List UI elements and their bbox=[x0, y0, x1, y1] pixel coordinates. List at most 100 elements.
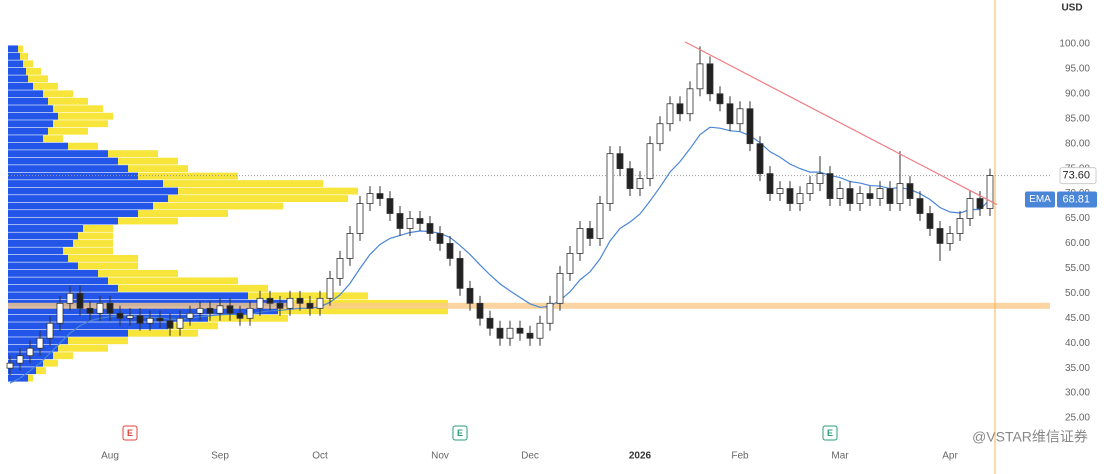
currency: USD bbox=[1061, 3, 1082, 14]
candle-body bbox=[16, 355, 24, 364]
volume-yellow bbox=[118, 217, 178, 225]
watermark: @VSTAR维信证券 bbox=[972, 429, 1088, 445]
volume-blue bbox=[8, 187, 178, 195]
candle-body bbox=[366, 193, 374, 204]
candle-body bbox=[536, 322, 544, 339]
y-tick-label: 45.00 bbox=[1065, 313, 1090, 324]
candle-body bbox=[446, 243, 454, 259]
volume-yellow bbox=[248, 292, 368, 300]
y-tick-label: 85.00 bbox=[1065, 113, 1090, 124]
volume-blue bbox=[8, 322, 168, 330]
candle-body bbox=[636, 178, 644, 189]
candle-body bbox=[736, 108, 744, 125]
y-tick-label: 65.00 bbox=[1065, 213, 1090, 224]
volume-blue bbox=[8, 142, 68, 150]
volume-blue bbox=[8, 67, 26, 75]
candle-body bbox=[626, 168, 634, 189]
candle-body bbox=[266, 297, 274, 304]
plot bbox=[6, 41, 1050, 384]
volume-yellow bbox=[58, 344, 108, 352]
candle-body bbox=[306, 302, 314, 309]
volume-yellow bbox=[58, 112, 113, 120]
volume-yellow bbox=[20, 52, 28, 60]
candle-body bbox=[756, 143, 764, 175]
candle-body bbox=[496, 327, 504, 339]
volume-yellow bbox=[43, 135, 63, 143]
candle-body bbox=[76, 292, 84, 309]
candle-body bbox=[376, 193, 384, 199]
candle-body bbox=[946, 233, 954, 244]
candle-body bbox=[86, 307, 94, 314]
x-tick-label: Oct bbox=[312, 451, 328, 462]
y-tick-label: 80.00 bbox=[1065, 138, 1090, 149]
candle-body bbox=[6, 362, 14, 369]
candle-body bbox=[486, 317, 494, 329]
candle-body bbox=[166, 320, 174, 329]
volume-yellow bbox=[168, 195, 348, 202]
candle-body bbox=[966, 198, 974, 219]
volume-blue bbox=[8, 374, 28, 382]
ema-tag-name-label: EMA bbox=[1029, 194, 1051, 205]
volume-blue bbox=[8, 135, 43, 143]
y-tick-label: 90.00 bbox=[1065, 88, 1090, 99]
y-tick-label: 50.00 bbox=[1065, 288, 1090, 299]
volume-blue bbox=[8, 292, 248, 300]
candle-body bbox=[436, 233, 444, 244]
candle-body bbox=[586, 228, 594, 239]
volume-yellow bbox=[28, 75, 48, 83]
y-tick-label: 35.00 bbox=[1065, 363, 1090, 374]
candle-body bbox=[276, 302, 284, 309]
candle-body bbox=[356, 203, 364, 234]
last-price-label: 73.60 bbox=[1062, 170, 1090, 182]
candle-body bbox=[806, 183, 814, 194]
volume-blue bbox=[8, 240, 73, 247]
candle-body bbox=[766, 173, 774, 194]
volume-blue bbox=[8, 105, 53, 113]
event-label: E bbox=[127, 428, 133, 438]
candle-body bbox=[976, 198, 984, 209]
candle-body bbox=[876, 188, 884, 199]
trendline bbox=[684, 41, 998, 206]
candle-body bbox=[956, 218, 964, 234]
volume-blue bbox=[8, 269, 98, 277]
candle-body bbox=[606, 153, 614, 204]
candle-body bbox=[526, 332, 534, 339]
volume-yellow bbox=[153, 202, 283, 210]
candle-body bbox=[316, 297, 324, 309]
volume-yellow bbox=[178, 187, 358, 195]
volume-blue bbox=[8, 127, 48, 135]
candle-body bbox=[676, 103, 684, 115]
candle-body bbox=[916, 198, 924, 214]
candle-body bbox=[226, 305, 234, 314]
candle-body bbox=[326, 277, 334, 299]
candle-body bbox=[576, 228, 584, 254]
candle-body bbox=[26, 347, 34, 357]
volume-yellow bbox=[128, 329, 198, 337]
volume-blue bbox=[8, 210, 138, 217]
volume-blue bbox=[8, 180, 163, 188]
candle-body bbox=[746, 108, 754, 145]
volume-blue bbox=[8, 225, 83, 232]
event-label: E bbox=[827, 428, 833, 438]
candle-body bbox=[616, 153, 624, 170]
volume-yellow bbox=[73, 240, 113, 247]
volume-yellow bbox=[68, 337, 128, 345]
volume-yellow bbox=[68, 142, 98, 150]
volume-yellow bbox=[78, 262, 138, 270]
volume-yellow bbox=[23, 60, 33, 68]
event-icon bbox=[452, 425, 468, 441]
candle-body bbox=[216, 305, 224, 314]
volume-blue bbox=[8, 195, 168, 202]
volume-yellow bbox=[118, 157, 178, 165]
candle-body bbox=[426, 223, 434, 234]
candle-body bbox=[896, 183, 904, 204]
candle-body bbox=[506, 327, 514, 339]
y-tick-label: 40.00 bbox=[1065, 338, 1090, 349]
candle-body bbox=[46, 322, 54, 339]
candle-body bbox=[666, 103, 674, 125]
candle-body bbox=[196, 307, 204, 314]
candle-body bbox=[936, 228, 944, 244]
candle-body bbox=[886, 188, 894, 204]
candle-body bbox=[596, 203, 604, 239]
volume-blue bbox=[8, 90, 43, 98]
